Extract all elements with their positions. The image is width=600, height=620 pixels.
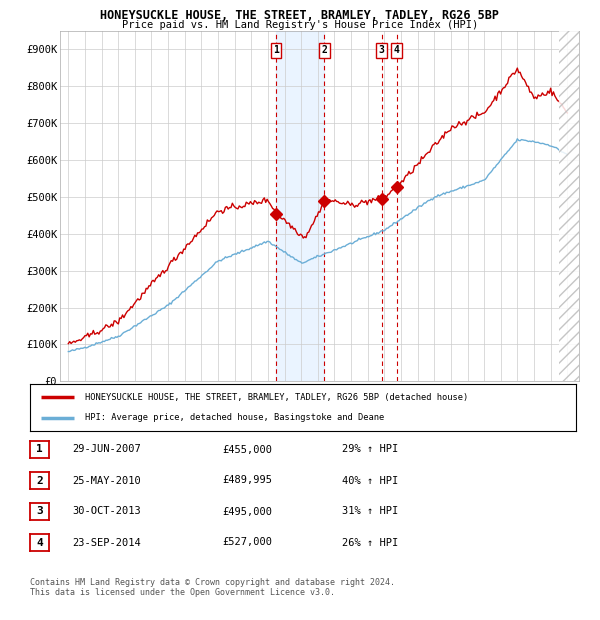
Text: £489,995: £489,995 bbox=[222, 476, 272, 485]
Text: 40% ↑ HPI: 40% ↑ HPI bbox=[342, 476, 398, 485]
Text: 1: 1 bbox=[36, 445, 43, 454]
Text: £455,000: £455,000 bbox=[222, 445, 272, 454]
Bar bbox=[559, 31, 579, 381]
Text: 4: 4 bbox=[394, 45, 400, 55]
Text: Price paid vs. HM Land Registry's House Price Index (HPI): Price paid vs. HM Land Registry's House … bbox=[122, 20, 478, 30]
Text: £527,000: £527,000 bbox=[222, 538, 272, 547]
Text: 31% ↑ HPI: 31% ↑ HPI bbox=[342, 507, 398, 516]
Text: 23-SEP-2014: 23-SEP-2014 bbox=[72, 538, 141, 547]
Bar bbox=[276, 31, 325, 381]
Text: 26% ↑ HPI: 26% ↑ HPI bbox=[342, 538, 398, 547]
Text: HONEYSUCKLE HOUSE, THE STREET, BRAMLEY, TADLEY, RG26 5BP (detached house): HONEYSUCKLE HOUSE, THE STREET, BRAMLEY, … bbox=[85, 393, 468, 402]
Text: 4: 4 bbox=[36, 538, 43, 547]
Text: HONEYSUCKLE HOUSE, THE STREET, BRAMLEY, TADLEY, RG26 5BP: HONEYSUCKLE HOUSE, THE STREET, BRAMLEY, … bbox=[101, 9, 499, 22]
Text: 3: 3 bbox=[36, 507, 43, 516]
Text: 29-JUN-2007: 29-JUN-2007 bbox=[72, 445, 141, 454]
Text: 29% ↑ HPI: 29% ↑ HPI bbox=[342, 445, 398, 454]
Text: 2: 2 bbox=[322, 45, 328, 55]
Text: 3: 3 bbox=[379, 45, 385, 55]
Text: 1: 1 bbox=[273, 45, 279, 55]
Text: HPI: Average price, detached house, Basingstoke and Deane: HPI: Average price, detached house, Basi… bbox=[85, 414, 384, 422]
Text: Contains HM Land Registry data © Crown copyright and database right 2024.
This d: Contains HM Land Registry data © Crown c… bbox=[30, 578, 395, 597]
Text: £495,000: £495,000 bbox=[222, 507, 272, 516]
Text: 25-MAY-2010: 25-MAY-2010 bbox=[72, 476, 141, 485]
Text: 2: 2 bbox=[36, 476, 43, 485]
Text: 30-OCT-2013: 30-OCT-2013 bbox=[72, 507, 141, 516]
